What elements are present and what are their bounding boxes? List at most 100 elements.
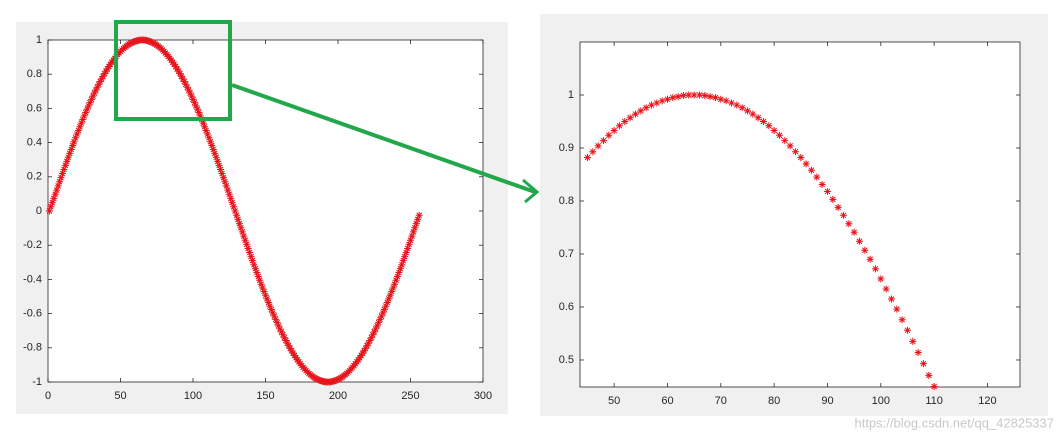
- data-point: [233, 211, 240, 219]
- data-point: [254, 272, 262, 280]
- data-point: [53, 186, 61, 194]
- x-tick-label: 50: [114, 390, 126, 402]
- data-point: [797, 154, 805, 162]
- data-point: [621, 117, 629, 125]
- data-point: [177, 72, 185, 80]
- y-tick-label: 0.9: [559, 142, 574, 154]
- data-point: [389, 284, 397, 292]
- data-point: [363, 342, 371, 350]
- data-point: [357, 351, 365, 359]
- data-point: [356, 354, 364, 362]
- data-point: [224, 186, 232, 194]
- data-point: [727, 99, 735, 107]
- data-point: [749, 110, 757, 118]
- data-point: [765, 122, 773, 130]
- data-point: [314, 375, 322, 383]
- data-point: [70, 138, 78, 146]
- data-point: [407, 236, 414, 244]
- data-point: [105, 63, 113, 71]
- data-point: [256, 276, 264, 284]
- data-point: [331, 377, 339, 385]
- data-point: [202, 126, 210, 134]
- data-point: [373, 322, 381, 330]
- data-point: [90, 89, 98, 97]
- data-point: [51, 190, 59, 198]
- data-point: [866, 255, 874, 263]
- data-point: [802, 160, 810, 168]
- data-point: [98, 75, 106, 83]
- y-tick-label: -1: [32, 376, 42, 388]
- data-point: [79, 116, 87, 124]
- data-point: [205, 134, 213, 142]
- axes-box: [579, 41, 1021, 388]
- data-point: [367, 334, 375, 342]
- data-point: [214, 157, 222, 165]
- data-point: [86, 99, 94, 107]
- data-point: [589, 148, 597, 156]
- data-point: [95, 80, 103, 88]
- data-point: [398, 261, 406, 269]
- data-point: [201, 123, 209, 131]
- data-point: [834, 203, 842, 211]
- data-point: [647, 101, 655, 109]
- data-point: [376, 315, 384, 323]
- data-point: [204, 130, 211, 138]
- data-point: [82, 109, 90, 117]
- data-point: [599, 137, 607, 145]
- data-point: [395, 269, 403, 277]
- data-point: [128, 39, 136, 47]
- data-point: [267, 305, 275, 313]
- data-point: [409, 228, 417, 236]
- data-point: [388, 288, 396, 296]
- data-point: [399, 257, 407, 265]
- y-tick-label: 0.6: [559, 301, 574, 313]
- data-point: [404, 244, 412, 252]
- data-point: [871, 265, 879, 273]
- data-point: [909, 337, 917, 345]
- data-point: [193, 105, 201, 113]
- data-point: [244, 244, 252, 252]
- data-point: [259, 284, 267, 292]
- data-point: [64, 153, 72, 161]
- data-point: [829, 195, 837, 203]
- data-point: [770, 127, 778, 135]
- data-point: [148, 39, 156, 47]
- data-point: [717, 95, 725, 103]
- data-point: [208, 142, 216, 150]
- x-tick-label: 150: [256, 390, 274, 402]
- data-point: [275, 322, 283, 330]
- data-point: [99, 72, 107, 80]
- data-point: [610, 127, 618, 135]
- data-point: [366, 336, 374, 344]
- data-point: [818, 181, 826, 189]
- x-tick-label: 100: [872, 395, 890, 407]
- data-point: [130, 38, 138, 46]
- data-point: [179, 75, 187, 83]
- data-point: [61, 161, 69, 169]
- data-point: [176, 70, 184, 78]
- x-tick-label: 110: [925, 395, 943, 407]
- data-point: [199, 119, 207, 127]
- y-tick-label: 0.8: [559, 195, 574, 207]
- data-point: [658, 97, 666, 105]
- data-point: [180, 78, 188, 86]
- data-point: [370, 328, 378, 336]
- data-point: [288, 347, 296, 355]
- data-point: [364, 339, 372, 347]
- data-point: [211, 149, 219, 157]
- y-tick-label: 0.8: [27, 68, 42, 80]
- x-tick-label: 300: [474, 390, 492, 402]
- watermark: https://blog.csdn.net/qq_42825337: [855, 415, 1055, 430]
- y-tick-label: -0.4: [23, 273, 42, 285]
- data-point: [195, 109, 203, 117]
- data-point: [63, 157, 71, 165]
- data-point: [260, 288, 268, 296]
- data-point: [72, 134, 80, 142]
- data-point: [882, 285, 890, 293]
- data-point: [679, 92, 687, 100]
- data-point: [286, 344, 294, 352]
- data-point: [196, 112, 204, 120]
- data-point: [188, 92, 196, 100]
- data-point: [877, 275, 885, 283]
- data-point: [182, 80, 190, 88]
